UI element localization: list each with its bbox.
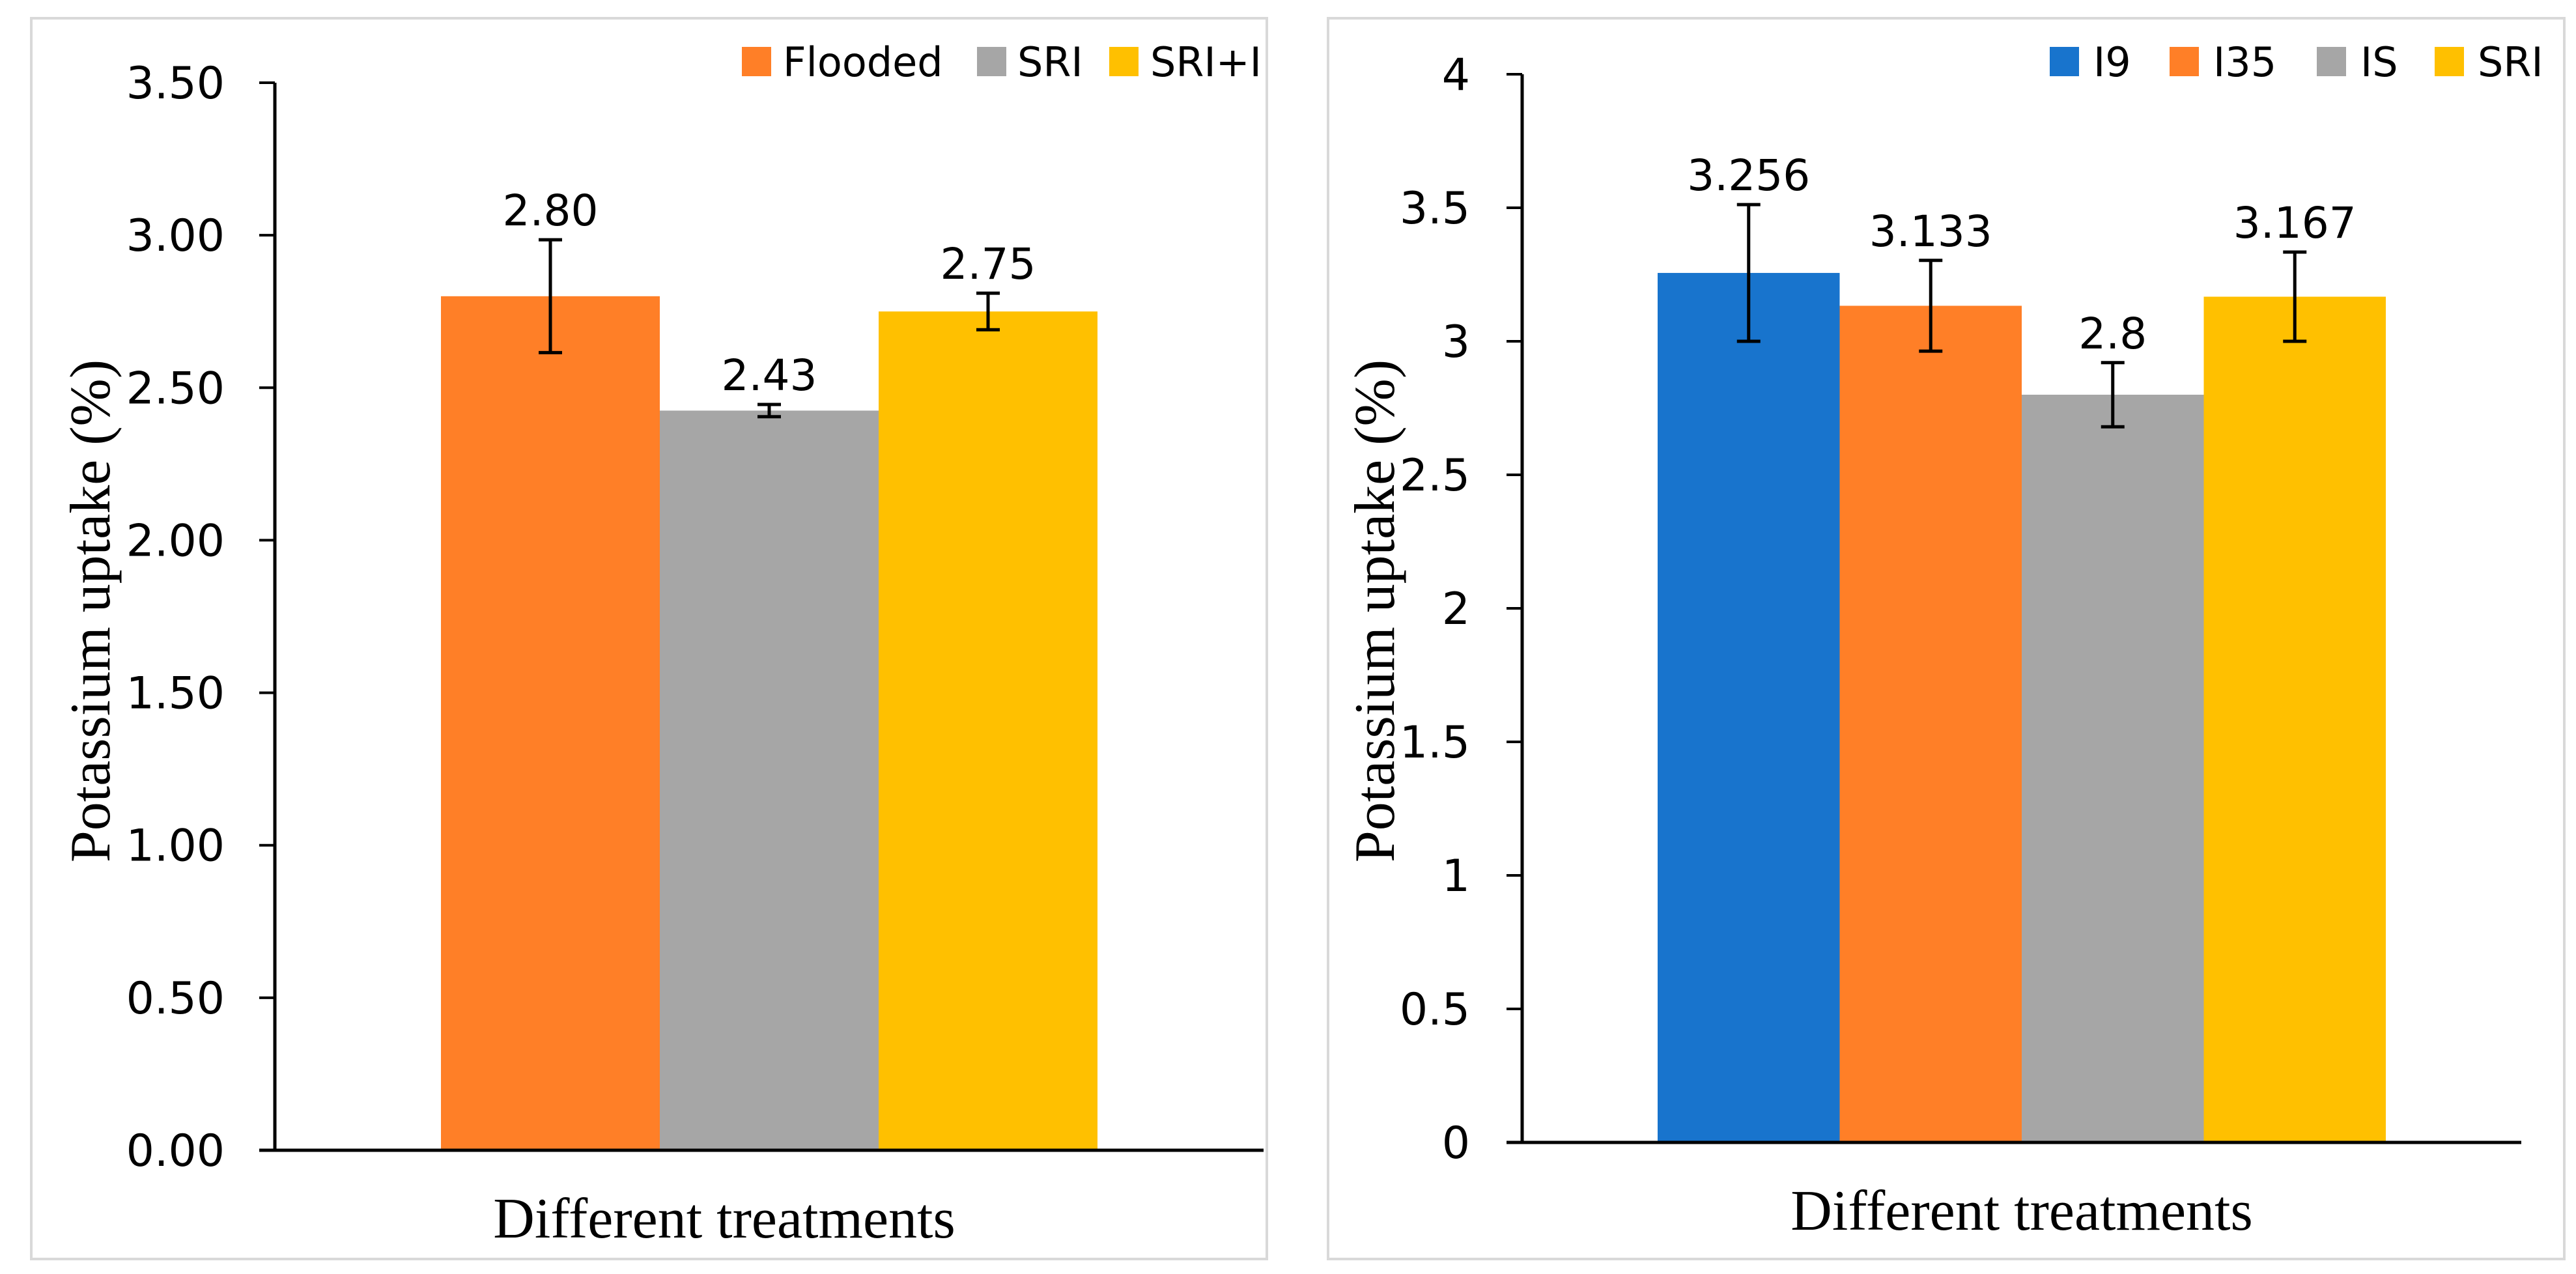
- y-tick-label: 3.00: [126, 210, 225, 262]
- y-tick-label: 2: [1442, 584, 1470, 635]
- y-tick-label: 3: [1442, 317, 1470, 368]
- y-tick-label: 3.50: [126, 58, 225, 109]
- y-tick-label: 0: [1442, 1118, 1470, 1169]
- y-tick-label: 1.00: [126, 821, 225, 872]
- y-tick-label: 0.5: [1400, 984, 1470, 1036]
- y-tick-label: 3.5: [1400, 183, 1470, 234]
- legend-swatch: [2435, 47, 2464, 76]
- chart-panel-2: 3.256 3.133 2.8 3.167 0 0.5 1 1.5 2 2.5 3 3.5 4 Potas…: [1327, 17, 2566, 1260]
- bar-i35: [1839, 305, 2022, 1143]
- bar-is: [2022, 395, 2204, 1142]
- y-tick-label: 0.50: [126, 973, 225, 1025]
- legend-swatch: [1109, 47, 1139, 76]
- y-tick-label: 1: [1442, 851, 1470, 902]
- y-tick-label: 2.5: [1400, 450, 1470, 502]
- bar-sri: [2203, 296, 2386, 1142]
- error-bar: [539, 238, 562, 354]
- error-bar: [976, 291, 1000, 332]
- y-tick-label: 2.00: [126, 515, 225, 567]
- y-tick-label: 4: [1442, 50, 1470, 101]
- y-tick-label: 1.5: [1400, 717, 1470, 769]
- legend-label: SRI: [1017, 38, 1083, 86]
- bar-i9: [1658, 273, 1840, 1142]
- y-axis-label: Potassium uptake (%): [59, 360, 122, 862]
- error-bar: [2283, 250, 2307, 343]
- legend-label: SRI+I: [1150, 38, 1262, 86]
- x-axis-label: Different treatments: [1790, 1180, 2252, 1243]
- y-axis-label: Potassium uptake (%): [1344, 360, 1407, 862]
- legend-label: Flooded: [783, 38, 943, 86]
- legend-label: I9: [2093, 38, 2131, 86]
- y-tick-label: 1.50: [126, 668, 225, 720]
- legend-label: I35: [2213, 38, 2276, 86]
- error-bar: [2101, 361, 2125, 429]
- data-label: 2.8: [2078, 309, 2147, 359]
- legend-label: IS: [2360, 38, 2398, 86]
- data-label: 2.80: [503, 186, 599, 236]
- data-label: 3.256: [1687, 150, 1810, 201]
- legend-swatch: [742, 47, 771, 76]
- data-label: 2.75: [941, 239, 1036, 289]
- legend-swatch: [2317, 47, 2346, 76]
- y-tick-label: 2.50: [126, 363, 225, 414]
- x-axis-label: Different treatments: [493, 1187, 955, 1251]
- error-bar: [1919, 259, 1943, 353]
- error-bar: [757, 403, 781, 419]
- error-bar: [1736, 203, 1761, 343]
- legend-swatch: [977, 47, 1006, 76]
- data-label: 2.43: [722, 350, 817, 401]
- legend: I9 I35 IS SRI: [2050, 38, 2543, 86]
- bar-flooded: [441, 296, 660, 1150]
- data-label: 3.167: [2233, 198, 2357, 248]
- legend-swatch: [2170, 47, 2199, 76]
- legend-label: SRI: [2478, 38, 2543, 86]
- legend-swatch: [2050, 47, 2079, 76]
- legend: Flooded SRI SRI+I: [742, 38, 1262, 86]
- data-label: 3.133: [1869, 206, 1992, 257]
- bar-sri: [660, 410, 879, 1150]
- chart-panel-1: 2.80 2.43 2.75 0.00 0.50 1.00 1.50 2.00 2.50 3.00…: [30, 17, 1268, 1260]
- y-tick-label: 0.00: [126, 1125, 225, 1177]
- bar-sri-plusi: [879, 311, 1097, 1150]
